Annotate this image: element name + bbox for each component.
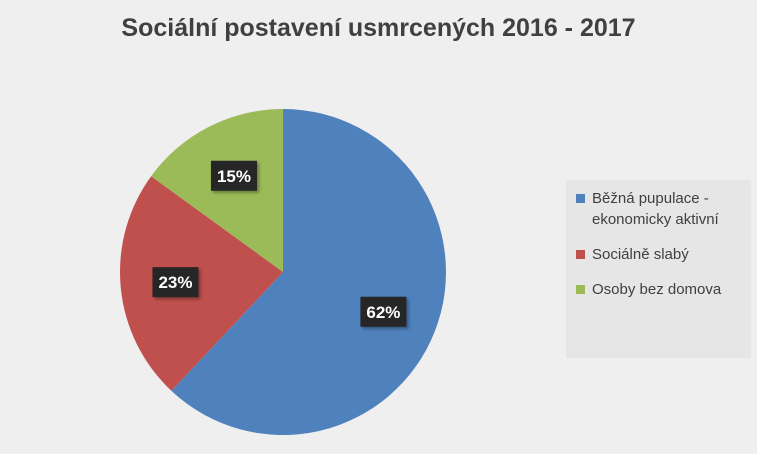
legend-label: Osoby bez domova bbox=[592, 281, 722, 298]
data-label-2: 23% bbox=[152, 267, 199, 298]
legend-swatch bbox=[576, 194, 585, 203]
data-label-text: 62% bbox=[366, 303, 400, 322]
legend-swatch bbox=[576, 285, 585, 294]
data-label-1: 62% bbox=[360, 296, 407, 327]
data-label-text: 15% bbox=[217, 167, 251, 186]
legend-item-2: Sociálně slabý bbox=[576, 244, 745, 265]
pie-slice-2 bbox=[120, 176, 283, 391]
data-label-3: 15% bbox=[210, 160, 257, 191]
pie-slice-1 bbox=[171, 109, 446, 435]
legend-item-3: Osoby bez domova bbox=[576, 279, 745, 300]
legend-label: Sociálně slabý bbox=[592, 246, 689, 263]
chart-title: Sociální postavení usmrcených 2016 - 201… bbox=[121, 14, 636, 42]
legend-item-1: Běžná pupulace - ekonomicky aktivní bbox=[576, 188, 745, 230]
legend-label: Běžná pupulace - ekonomicky aktivní bbox=[592, 190, 719, 228]
legend: Běžná pupulace - ekonomicky aktivní Sociá… bbox=[566, 180, 751, 358]
legend-swatch bbox=[576, 250, 585, 259]
data-label-text: 23% bbox=[158, 273, 192, 292]
